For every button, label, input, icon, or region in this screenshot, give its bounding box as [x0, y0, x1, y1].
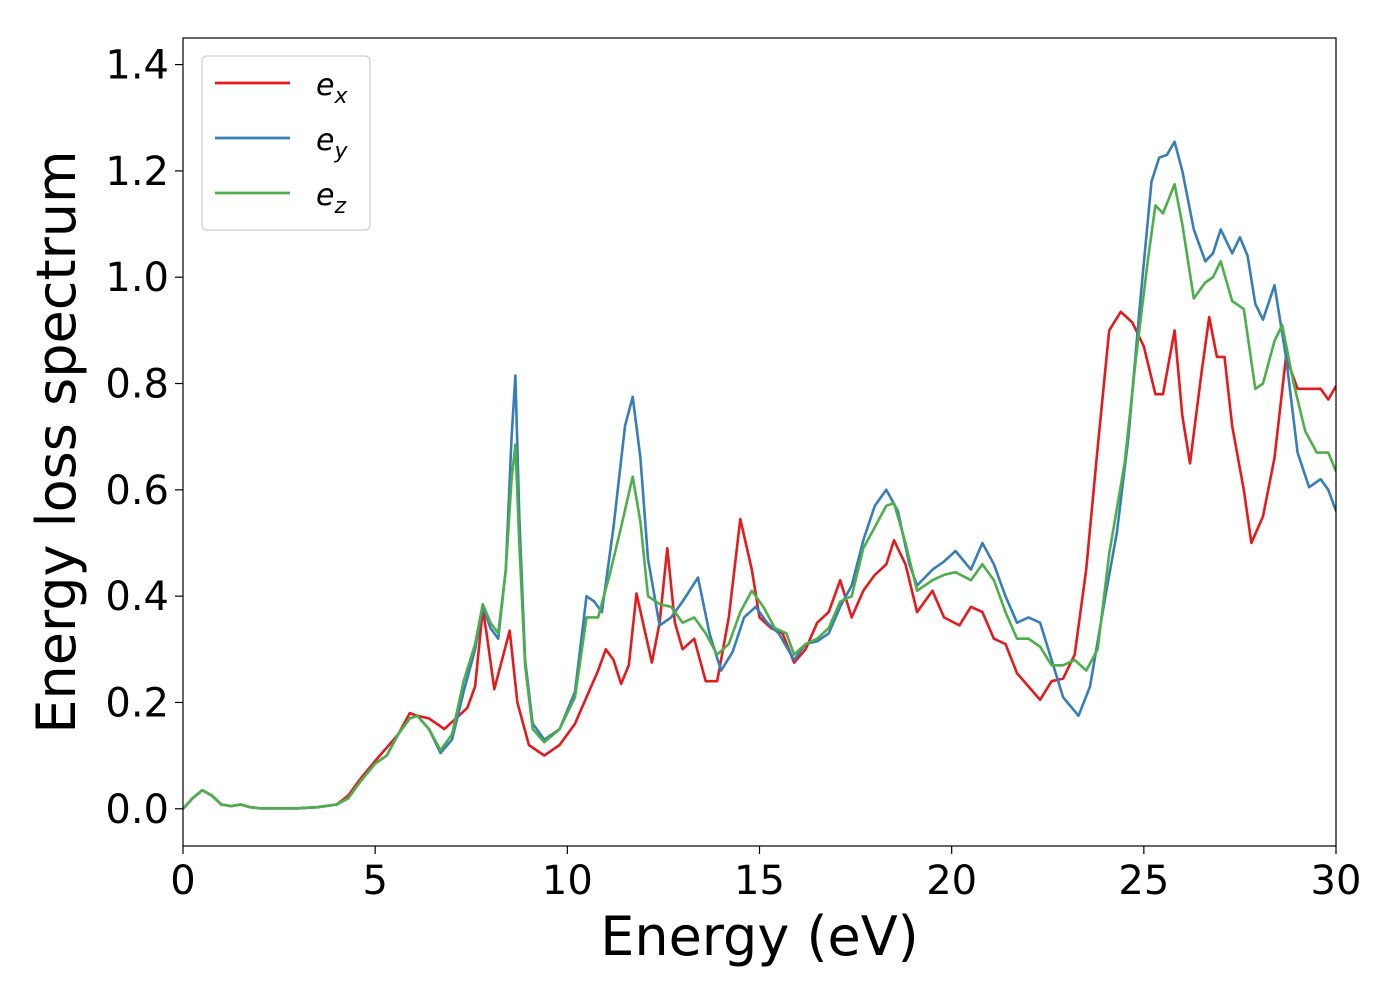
legend-label: ey	[316, 123, 348, 164]
y-tick-label: 0.0	[105, 787, 169, 833]
y-tick-label: 1.2	[105, 149, 169, 195]
y-tick-label: 0.2	[105, 680, 169, 726]
y-tick-label: 1.0	[105, 255, 169, 301]
y-ticks: 0.0 0.2 0.4 0.6 0.8 1.0 1.2 1.4	[105, 43, 183, 833]
legend-label: ez	[316, 178, 346, 219]
y-tick-label: 0.4	[105, 574, 169, 620]
series-line-e-x	[183, 310, 1336, 811]
x-tick-label: 25	[1118, 858, 1169, 904]
legend-label: ex	[316, 68, 348, 109]
series-layer	[183, 140, 1336, 811]
series-line-e-y	[183, 140, 1336, 811]
x-axis-label: Energy (eV)	[600, 905, 919, 968]
x-tick-label: 0	[170, 858, 195, 904]
legend: ex ey ez	[201, 55, 371, 231]
series-line-e-z	[183, 182, 1336, 811]
legend-entries: ex ey ez	[215, 68, 348, 219]
y-tick-label: 0.6	[105, 468, 169, 514]
x-ticks: 0 5 10 15 20 25 30	[170, 846, 1361, 904]
x-tick-label: 5	[362, 858, 387, 904]
x-tick-label: 10	[542, 858, 593, 904]
legend-box	[201, 55, 371, 231]
y-axis-label: Energy loss spectrum	[25, 150, 88, 733]
x-tick-label: 20	[926, 858, 977, 904]
x-tick-label: 15	[734, 858, 785, 904]
x-tick-label: 30	[1311, 858, 1362, 904]
y-tick-label: 0.8	[105, 362, 169, 408]
y-tick-label: 1.4	[105, 43, 169, 89]
